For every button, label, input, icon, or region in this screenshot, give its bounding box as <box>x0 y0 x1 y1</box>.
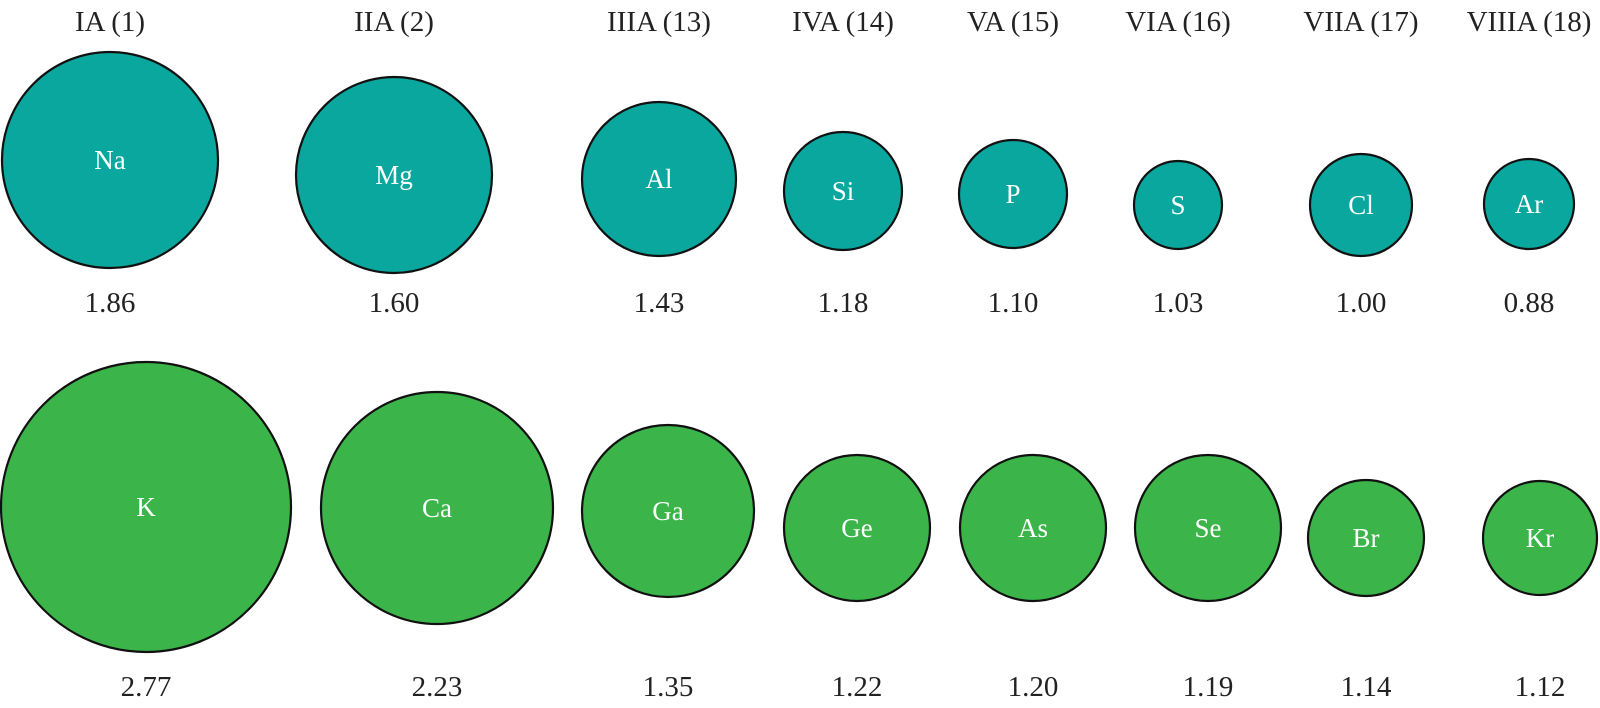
atom-circle-al <box>580 100 738 258</box>
atomic-radius-value: 1.10 <box>988 287 1039 319</box>
element-symbol: Na <box>94 145 125 175</box>
atomic-radius-value: 1.14 <box>1341 671 1392 703</box>
group-header: IA (1) <box>75 6 145 38</box>
group-header: VIA (16) <box>1125 6 1231 38</box>
atom-circle-si <box>782 130 904 252</box>
atomic-radius-value: 1.12 <box>1515 671 1566 703</box>
atom-circle-kr <box>1481 479 1599 597</box>
element-symbol: Ga <box>652 496 683 526</box>
group-header: IVA (14) <box>792 6 894 38</box>
atomic-radius-value: 2.77 <box>121 671 172 703</box>
element-symbol: K <box>136 492 156 522</box>
atom-circle-ga <box>580 423 756 599</box>
atomic-radius-value: 2.23 <box>412 671 463 703</box>
element-symbol: P <box>1005 179 1020 209</box>
atom-circle-na <box>0 50 220 270</box>
atom-circle-ge <box>782 453 932 603</box>
atom-circle-k <box>0 360 293 654</box>
atom-circle-p <box>957 138 1069 250</box>
atom-circle-mg <box>294 75 494 275</box>
element-symbol: Br <box>1353 523 1380 553</box>
atomic-radius-value: 1.03 <box>1153 287 1204 319</box>
element-symbol: Se <box>1195 513 1222 543</box>
atomic-radius-value: 1.00 <box>1336 287 1387 319</box>
element-symbol: Kr <box>1526 523 1555 553</box>
element-symbol: Ca <box>422 493 452 523</box>
group-header: IIIA (13) <box>607 6 711 38</box>
atomic-radius-value: 1.19 <box>1183 671 1234 703</box>
atomic-radius-value: 1.18 <box>818 287 869 319</box>
atom-circle-s <box>1132 159 1224 251</box>
atom-circle-se <box>1133 453 1283 603</box>
element-symbol: Si <box>832 176 855 206</box>
atom-circle-cl <box>1308 152 1414 258</box>
atomic-radius-value: 1.20 <box>1008 671 1059 703</box>
atom-circle-ar <box>1482 157 1576 251</box>
element-symbol: Ar <box>1515 189 1544 219</box>
group-header: VA (15) <box>967 6 1059 38</box>
element-symbol: Ge <box>841 513 872 543</box>
atomic-radius-value: 1.60 <box>369 287 420 319</box>
group-header: IIA (2) <box>354 6 434 38</box>
element-symbol: Mg <box>375 160 413 190</box>
element-symbol: As <box>1018 513 1048 543</box>
element-symbol: S <box>1170 190 1185 220</box>
group-header: VIIIA (18) <box>1467 6 1592 38</box>
group-header: VIIA (17) <box>1303 6 1418 38</box>
element-symbol: Al <box>646 164 673 194</box>
atomic-radius-value: 1.35 <box>643 671 694 703</box>
atomic-radius-value: 1.22 <box>832 671 883 703</box>
atomic-radius-value: 1.86 <box>85 287 136 319</box>
atom-circle-br <box>1306 478 1426 598</box>
atom-circle-ca <box>319 390 555 626</box>
atom-circle-as <box>958 453 1108 603</box>
atomic-radius-value: 0.88 <box>1504 287 1555 319</box>
atomic-radius-value: 1.43 <box>634 287 685 319</box>
element-symbol: Cl <box>1348 190 1374 220</box>
